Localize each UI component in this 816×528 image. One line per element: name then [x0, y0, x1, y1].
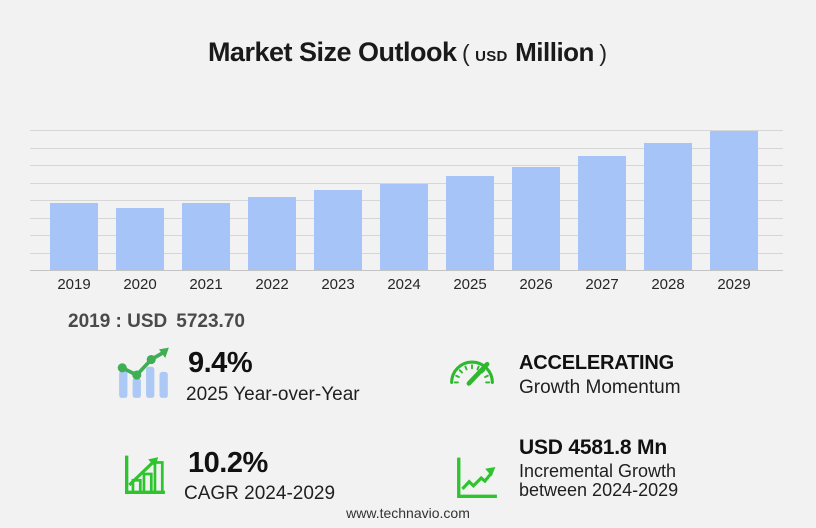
gauge-icon: [448, 355, 496, 394]
bar-2021: [182, 202, 230, 270]
title-main: Market Size Outlook: [207, 37, 457, 67]
yoy-value: 9.4%: [188, 347, 253, 379]
bar-2028: [644, 143, 692, 270]
title-paren-open: (: [461, 40, 470, 66]
year-label-2022: 2022: [255, 276, 289, 293]
momentum-label: Growth Momentum: [519, 377, 681, 398]
plot-area: 2019 2020 2021 2022 2023 2024 2025 2026 2027 2028…: [30, 130, 783, 293]
bar-2027: [578, 156, 626, 270]
growth-bars-icon: [123, 452, 167, 501]
base-year-prefix: 2019 : USD: [68, 311, 168, 332]
year-label-2024: 2024: [387, 276, 421, 293]
title-currency: USD: [475, 48, 508, 65]
year-label-2019: 2019: [57, 276, 91, 293]
year-label-2029: 2029: [717, 276, 751, 293]
bar-2026: [512, 167, 560, 270]
bar-2023: [314, 190, 362, 270]
cagr-label: CAGR 2024-2029: [184, 483, 336, 504]
gridline: [30, 130, 783, 131]
bar-2024: [380, 184, 428, 270]
year-label-2028: 2028: [651, 276, 685, 293]
trend-bars-icon: [115, 346, 173, 407]
year-label-2020: 2020: [123, 276, 157, 293]
incremental-label-line2: between 2024-2029: [519, 480, 679, 500]
line-graph-icon: [454, 455, 498, 506]
gridline: [30, 148, 783, 149]
bar-2022: [248, 197, 296, 270]
bar-2020: [116, 207, 164, 270]
incremental-label-line1: Incremental Growth: [519, 461, 677, 481]
cagr-value: 10.2%: [188, 447, 268, 479]
gridline: [30, 165, 783, 166]
base-year-value: 2019 : USD 5723.70: [68, 311, 245, 333]
bar-2019: [50, 203, 98, 270]
year-label-2021: 2021: [189, 276, 223, 293]
title-paren-close: ): [599, 40, 608, 66]
momentum-value: ACCELERATING: [519, 352, 675, 374]
gridline: [30, 183, 783, 184]
year-label-2023: 2023: [321, 276, 355, 293]
title-unit: Million: [515, 37, 594, 67]
incremental-value: USD 4581.8 Mn: [519, 436, 667, 459]
year-label-2027: 2027: [585, 276, 619, 293]
gridline: [30, 270, 783, 271]
bar-2025: [446, 176, 494, 270]
year-label-2025: 2025: [453, 276, 487, 293]
yoy-label: 2025 Year-over-Year: [186, 384, 360, 405]
year-label-2026: 2026: [519, 276, 553, 293]
base-year-amount: 5723.70: [176, 311, 245, 332]
website-text: www.technavio.com: [346, 505, 470, 521]
bar-2029: [710, 131, 758, 270]
chart-title: Market Size Outlook ( USD Million ): [0, 37, 816, 68]
